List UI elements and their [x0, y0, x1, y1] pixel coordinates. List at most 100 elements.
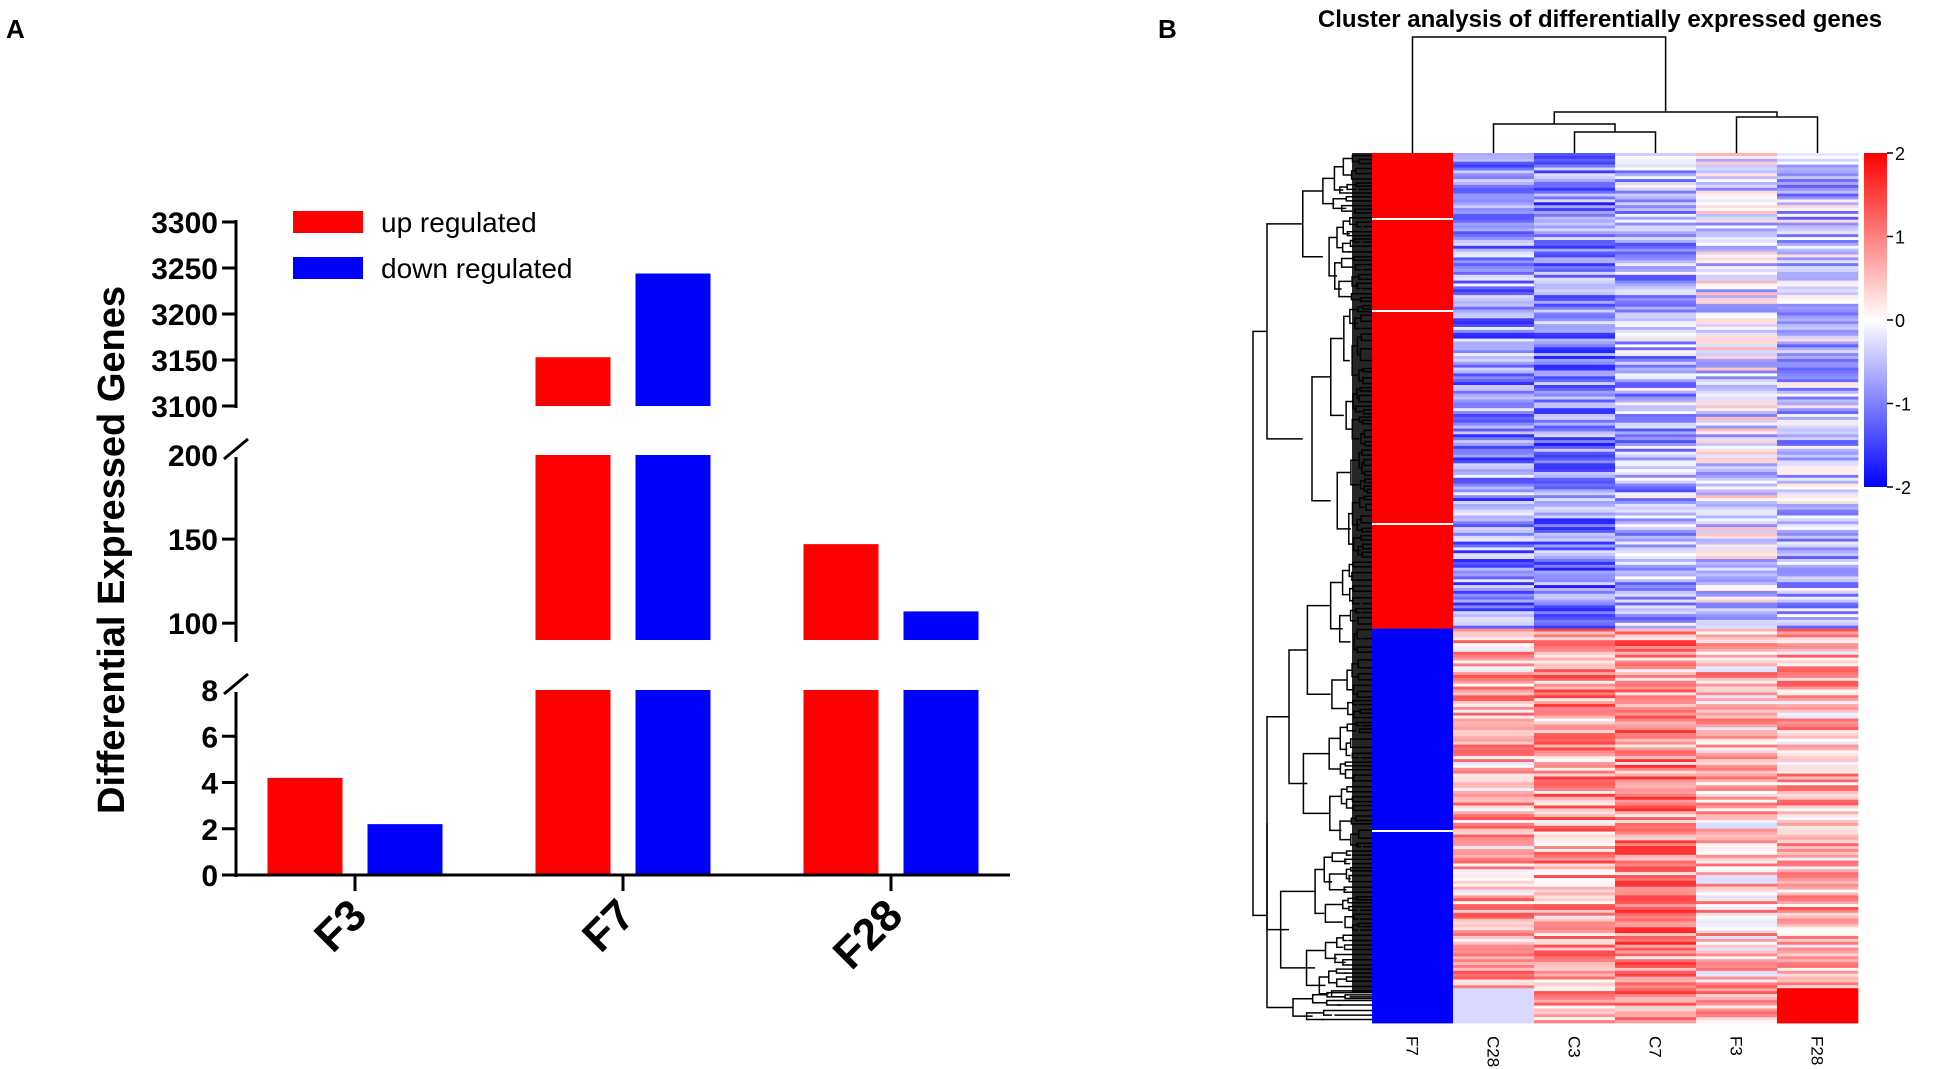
- heatmap-cell: [1696, 466, 1778, 470]
- heatmap-cell: [1534, 283, 1616, 287]
- heatmap-cell: [1372, 286, 1454, 290]
- heatmap-cell: [1372, 785, 1454, 789]
- heatmap-cell: [1534, 414, 1616, 418]
- heatmap-cell: [1534, 335, 1616, 339]
- heatmap-cell: [1534, 895, 1616, 899]
- heatmap-cell: [1696, 770, 1778, 774]
- heatmap-cells: [1372, 153, 1859, 1024]
- heatmap-cell: [1453, 976, 1535, 980]
- heatmap-cell: [1372, 477, 1454, 482]
- heatmap-cell: [1453, 170, 1535, 174]
- heatmap-cell: [1372, 364, 1454, 368]
- heatmap-cell: [1615, 860, 1697, 864]
- heatmap-cell: [1777, 477, 1859, 482]
- heatmap-cell: [1696, 973, 1778, 977]
- heatmap-cell: [1453, 295, 1535, 299]
- heatmap-cell: [1615, 996, 1697, 1001]
- heatmap-cell: [1777, 675, 1859, 679]
- heatmap-cell: [1453, 179, 1535, 183]
- heatmap-cell: [1534, 651, 1616, 656]
- heatmap-cell: [1615, 602, 1697, 606]
- heatmap-cell: [1615, 680, 1697, 685]
- heatmap-cell: [1777, 344, 1859, 348]
- heatmap-cell: [1696, 959, 1778, 963]
- heatmap-cell: [1696, 399, 1778, 403]
- heatmap-cell: [1777, 904, 1859, 908]
- heatmap-cell: [1453, 309, 1535, 313]
- heatmap-cell: [1615, 477, 1697, 482]
- heatmap-cell: [1453, 590, 1535, 595]
- heatmap-cell: [1372, 590, 1454, 595]
- heatmap-cell: [1777, 692, 1859, 696]
- heatmap-cell: [1453, 669, 1535, 673]
- heatmap-cell: [1615, 332, 1697, 337]
- heatmap-cell: [1615, 489, 1697, 493]
- heatmap-cell: [1777, 788, 1859, 792]
- dendrogram-branch: [1306, 604, 1331, 696]
- heatmap-cell: [1534, 503, 1616, 508]
- heatmap-cell: [1534, 280, 1616, 284]
- heatmap-cell: [1696, 460, 1778, 464]
- heatmap-cell: [1777, 399, 1859, 403]
- heatmap-cell: [1615, 764, 1697, 769]
- panel-b-label: B: [1158, 14, 1177, 44]
- dendrogram-branch: [1492, 123, 1616, 153]
- heatmap-cell: [1453, 930, 1535, 934]
- dendrogram-branch: [1252, 330, 1267, 917]
- heatmap-cell: [1453, 1005, 1535, 1009]
- bar-f7-up: [535, 357, 611, 406]
- heatmap-cell: [1615, 193, 1697, 197]
- heatmap-cell: [1777, 448, 1859, 453]
- heatmap-cell: [1777, 199, 1859, 203]
- heatmap-cell: [1372, 843, 1454, 847]
- heatmap-cell: [1777, 289, 1859, 293]
- heatmap-cell: [1453, 532, 1535, 537]
- heatmap-cell: [1777, 634, 1859, 638]
- heatmap-cell: [1372, 518, 1454, 522]
- heatmap-cell: [1615, 521, 1697, 525]
- heatmap-cell: [1696, 979, 1778, 983]
- y-tick-label: 150: [168, 524, 218, 557]
- heatmap-cell: [1372, 657, 1454, 661]
- heatmap-cell: [1372, 669, 1454, 673]
- heatmap-cell: [1696, 321, 1778, 325]
- heatmap-cell: [1453, 361, 1535, 366]
- heatmap-cell: [1534, 820, 1616, 824]
- heatmap-cell: [1372, 495, 1454, 499]
- heatmap-cell: [1453, 805, 1535, 809]
- heatmap-cell: [1534, 570, 1616, 574]
- heatmap-cell: [1534, 582, 1616, 586]
- heatmap-cell: [1453, 266, 1535, 270]
- heatmap-cell: [1453, 353, 1535, 357]
- heatmap-cell: [1372, 228, 1454, 232]
- heatmap-cell: [1696, 472, 1778, 476]
- heatmap-cell: [1372, 808, 1454, 812]
- heatmap-cell: [1615, 448, 1697, 453]
- heatmap-cell: [1453, 872, 1535, 876]
- heatmap-cell: [1372, 182, 1454, 186]
- heatmap-cell: [1696, 918, 1778, 922]
- heatmap-cell: [1696, 994, 1778, 998]
- heatmap-cell: [1777, 883, 1859, 888]
- heatmap-cell: [1534, 802, 1616, 806]
- heatmap-cell: [1615, 799, 1697, 803]
- heatmap-cell: [1777, 695, 1859, 699]
- heatmap-cell: [1372, 556, 1454, 560]
- heatmap-cell: [1534, 518, 1616, 522]
- heatmap-cell: [1696, 527, 1778, 531]
- heatmap-cell: [1534, 1020, 1616, 1024]
- heatmap-cell: [1534, 941, 1616, 946]
- heatmap-cell: [1453, 611, 1535, 615]
- heatmap-cell: [1696, 938, 1778, 943]
- heatmap-cell: [1534, 619, 1616, 624]
- heatmap-cell: [1453, 347, 1535, 351]
- heatmap-cell: [1453, 950, 1535, 954]
- heatmap-cell: [1453, 698, 1535, 702]
- heatmap-cell: [1615, 724, 1697, 728]
- heatmap-cell: [1453, 240, 1535, 244]
- heatmap-cell: [1534, 460, 1616, 464]
- heatmap-cell: [1696, 869, 1778, 873]
- heatmap-cell: [1534, 347, 1616, 351]
- heatmap-cell: [1372, 988, 1454, 992]
- heatmap-cell: [1615, 419, 1697, 424]
